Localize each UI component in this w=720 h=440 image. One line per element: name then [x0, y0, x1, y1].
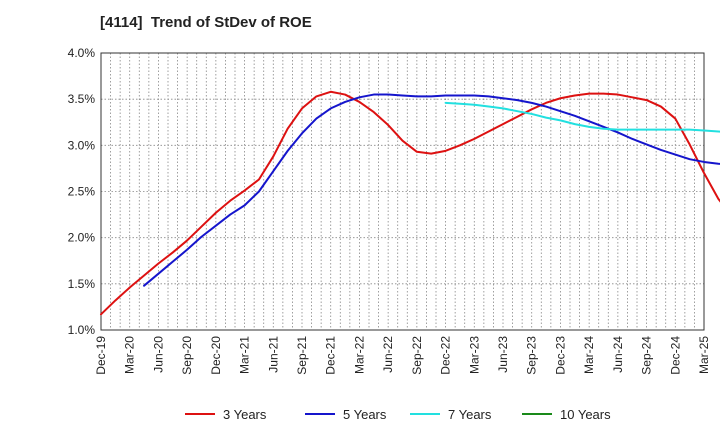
x-tick-label: Mar-24 [582, 336, 596, 374]
series-line-7-years [444, 101, 720, 133]
x-tick-label: Dec-23 [553, 336, 567, 375]
plot-area-frame [100, 52, 705, 331]
x-tick-label: Dec-24 [668, 336, 682, 375]
x-tick-label: Sep-22 [410, 336, 424, 375]
legend-label-7-years: 7 Years [448, 407, 492, 422]
y-tick-label: 1.0% [68, 323, 96, 337]
x-tick-label: Dec-21 [324, 336, 338, 375]
y-tick-label: 3.0% [68, 138, 96, 152]
x-tick-label: Jun-21 [266, 336, 280, 373]
x-tick-label: Sep-23 [525, 336, 539, 375]
x-tick-label: Jun-24 [611, 336, 625, 373]
y-tick-label: 1.5% [68, 277, 96, 291]
x-tick-label: Mar-20 [123, 336, 137, 374]
x-tick-label: Dec-19 [94, 336, 108, 375]
series-line-5-years [143, 93, 720, 287]
x-tick-label: Mar-25 [697, 336, 711, 374]
legend-label-5-years: 5 Years [343, 407, 387, 422]
x-tick-label: Sep-24 [640, 336, 654, 375]
x-tick-label: Dec-22 [439, 336, 453, 375]
x-tick-label: Jun-23 [496, 336, 510, 373]
x-tick-label: Jun-20 [151, 336, 165, 373]
y-tick-label: 2.0% [68, 231, 96, 245]
legend-label-10-years: 10 Years [560, 407, 611, 422]
y-tick-label: 4.0% [68, 46, 96, 60]
x-tick-label: Sep-20 [180, 336, 194, 375]
x-tick-label: Mar-21 [238, 336, 252, 374]
x-tick-label: Dec-20 [209, 336, 223, 375]
x-tick-label: Jun-22 [381, 336, 395, 373]
x-tick-label: Mar-22 [352, 336, 366, 374]
y-tick-label: 2.5% [68, 185, 96, 199]
series-line-3-years [100, 90, 720, 316]
chart-title: [4114] Trend of StDev of ROE [100, 14, 312, 31]
x-tick-label: Sep-21 [295, 336, 309, 375]
x-tick-label: Mar-23 [467, 336, 481, 374]
y-tick-label: 3.5% [68, 92, 96, 106]
legend-label-3-years: 3 Years [223, 407, 267, 422]
